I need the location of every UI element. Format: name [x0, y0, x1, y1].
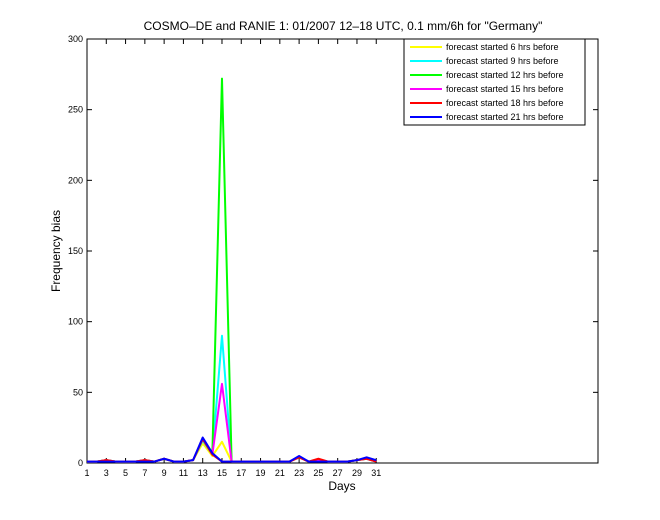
chart-title: COSMO–DE and RANIE 1: 01/2007 12–18 UTC,… [144, 19, 543, 33]
x-tick-label: 21 [275, 468, 285, 478]
y-tick-label: 100 [68, 317, 83, 327]
x-tick-label: 23 [294, 468, 304, 478]
x-tick-label: 1 [84, 468, 89, 478]
y-tick-label: 0 [78, 458, 83, 468]
x-axis-label: Days [328, 479, 355, 493]
x-tick-label: 19 [256, 468, 266, 478]
legend-entry-label: forecast started 21 hrs before [446, 112, 564, 122]
y-tick-label: 200 [68, 175, 83, 185]
x-tick-label: 13 [198, 468, 208, 478]
y-tick-label: 150 [68, 246, 83, 256]
legend-entry-label: forecast started 6 hrs before [446, 42, 559, 52]
legend-entry-label: forecast started 12 hrs before [446, 70, 564, 80]
legend: forecast started 6 hrs before forecast st… [403, 38, 586, 126]
x-tick-label: 5 [123, 468, 128, 478]
legend-box [403, 38, 586, 126]
x-tick-label: 3 [104, 468, 109, 478]
legend-entry-label: forecast started 15 hrs before [446, 84, 564, 94]
series-line [87, 436, 377, 463]
x-axis: 1 3 5 7 9 11 13 15 17 19 21 23 25 27 29 31 [84, 39, 381, 478]
x-tick-label: 31 [371, 468, 381, 478]
legend-entry-label: forecast started 9 hrs before [446, 56, 559, 66]
y-tick-label: 250 [68, 105, 83, 115]
x-tick-label: 29 [352, 468, 362, 478]
y-tick-label: 50 [73, 387, 83, 397]
x-tick-label: 15 [217, 468, 227, 478]
y-tick-label: 300 [68, 34, 83, 44]
y-axis-label: Frequency bias [49, 210, 63, 292]
x-tick-label: 17 [236, 468, 246, 478]
y-axis: 0 50 100 150 200 250 300 [68, 34, 598, 468]
x-tick-label: 7 [142, 468, 147, 478]
x-tick-label: 11 [179, 468, 188, 478]
x-tick-label: 27 [333, 468, 343, 478]
legend-entry-label: forecast started 18 hrs before [446, 98, 564, 108]
series-lines [87, 77, 377, 463]
x-tick-label: 25 [313, 468, 323, 478]
x-tick-label: 9 [162, 468, 167, 478]
